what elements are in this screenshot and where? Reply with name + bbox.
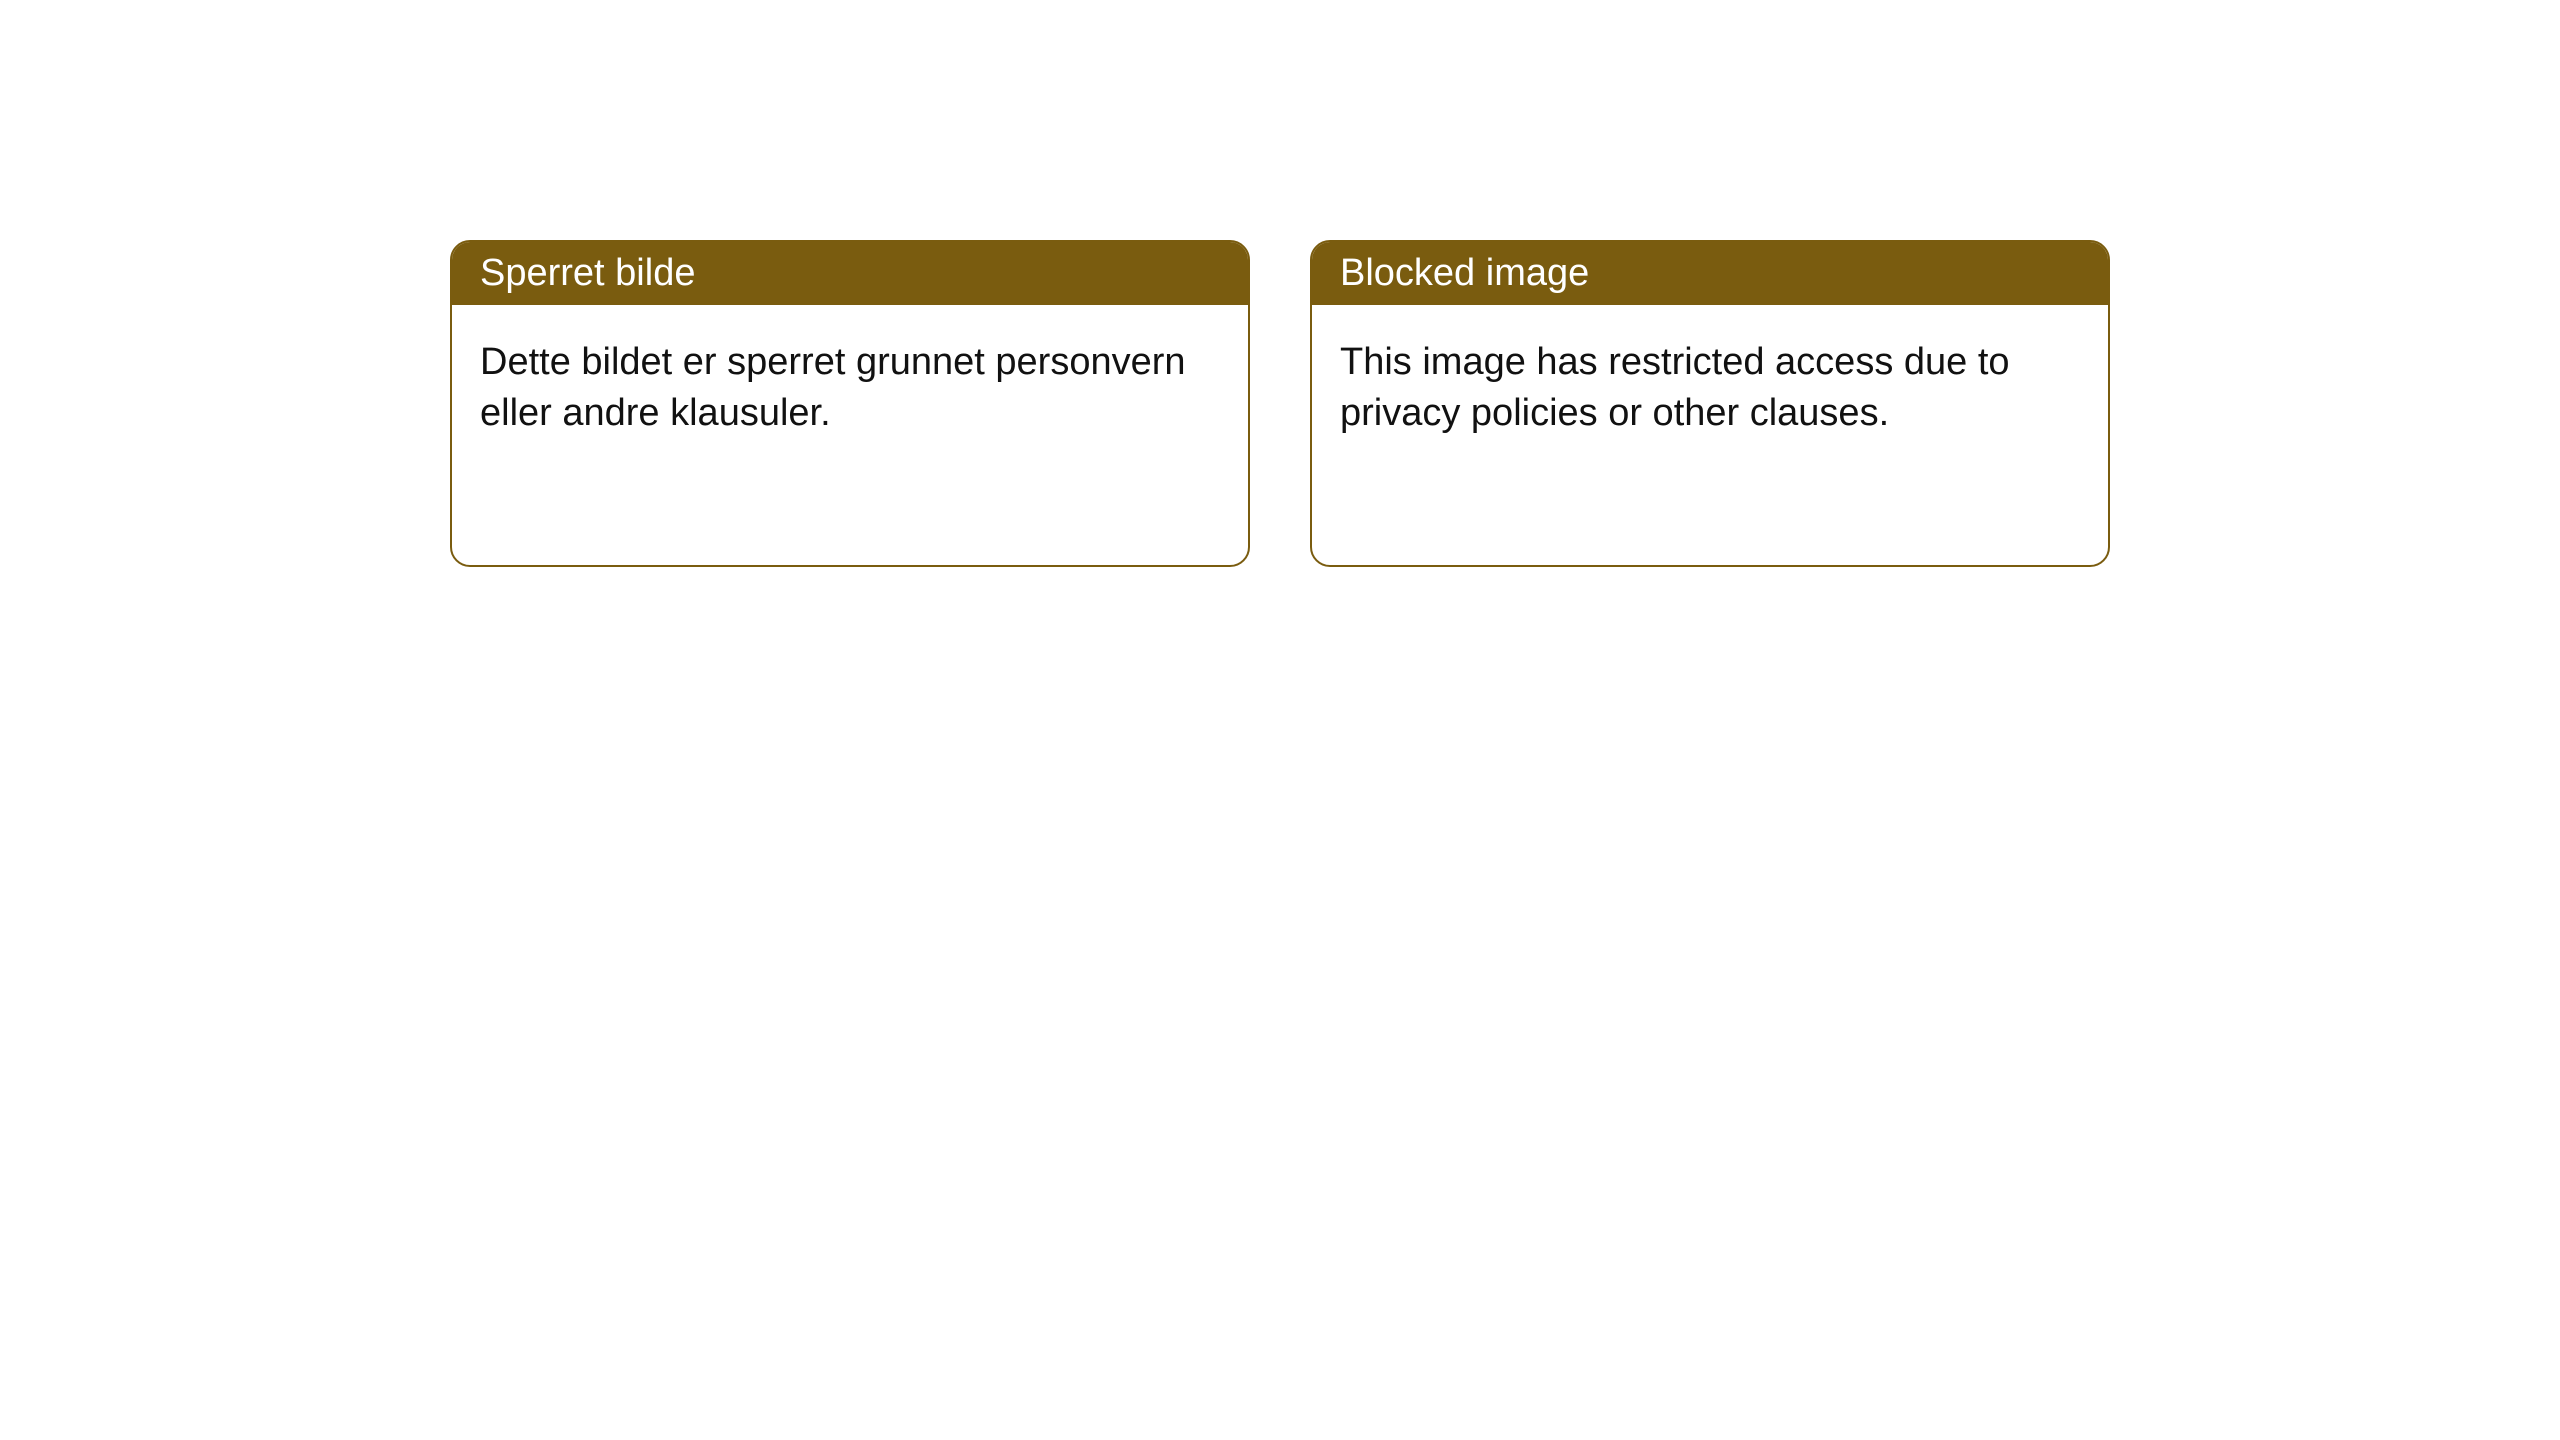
- notice-card-header-en: Blocked image: [1312, 242, 2108, 305]
- notice-title-en: Blocked image: [1340, 252, 1589, 294]
- notice-card-header-no: Sperret bilde: [452, 242, 1248, 305]
- notice-card-body-no: Dette bildet er sperret grunnet personve…: [452, 305, 1248, 565]
- notice-container: Sperret bilde Dette bildet er sperret gr…: [450, 240, 2110, 567]
- notice-title-no: Sperret bilde: [480, 252, 695, 294]
- notice-body-text-no: Dette bildet er sperret grunnet personve…: [480, 341, 1186, 434]
- notice-card-en: Blocked image This image has restricted …: [1310, 240, 2110, 567]
- notice-body-text-en: This image has restricted access due to …: [1340, 341, 2010, 434]
- notice-card-body-en: This image has restricted access due to …: [1312, 305, 2108, 565]
- notice-card-no: Sperret bilde Dette bildet er sperret gr…: [450, 240, 1250, 567]
